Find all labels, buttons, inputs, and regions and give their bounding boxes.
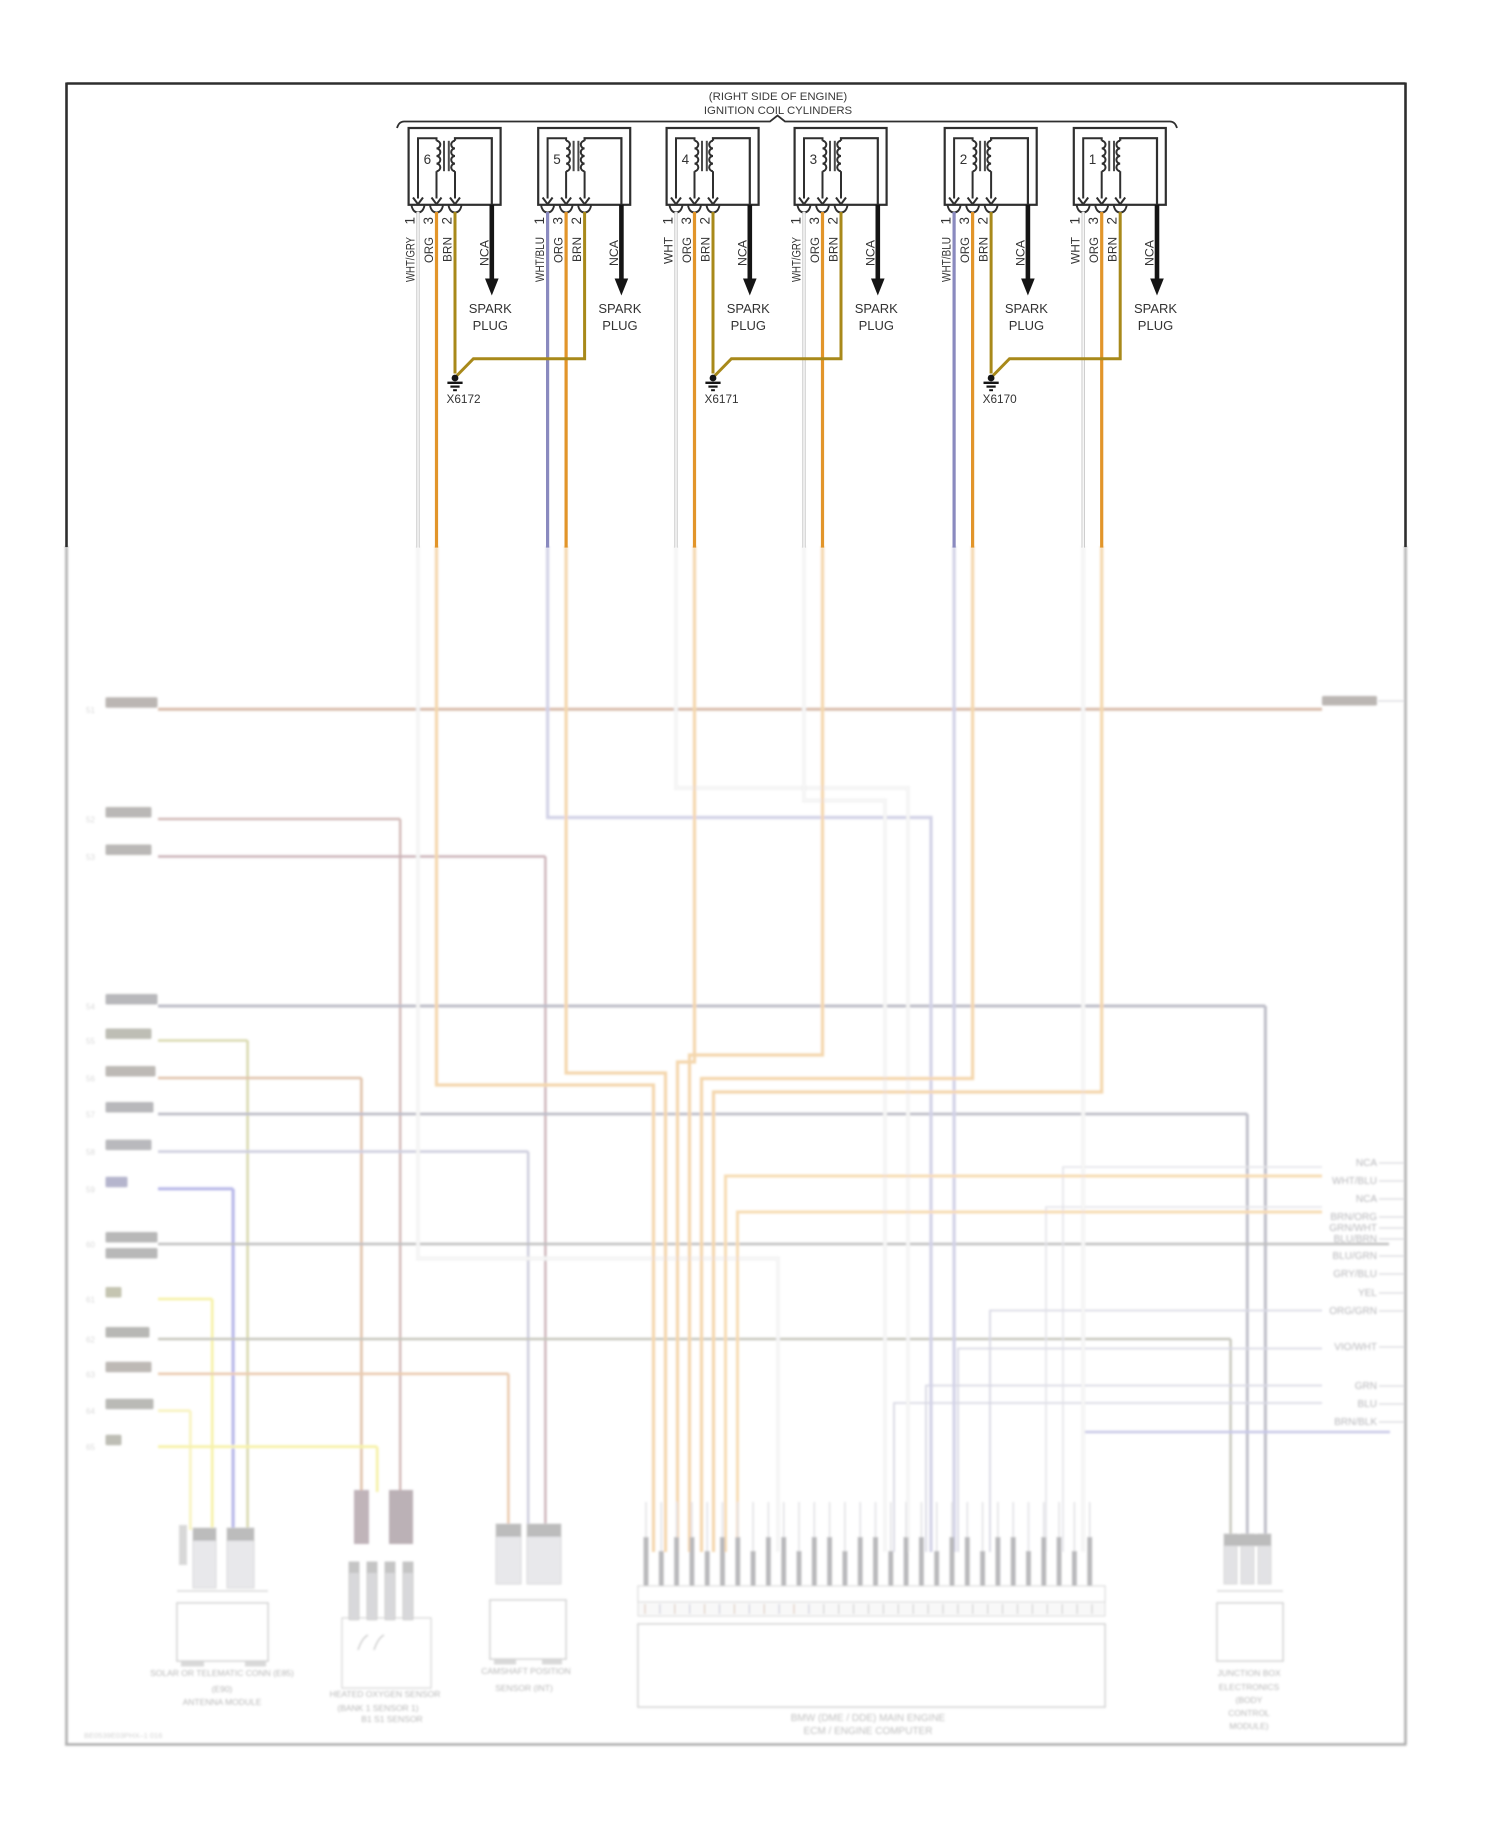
svg-text:3: 3 bbox=[679, 217, 694, 225]
svg-text:ORG: ORG bbox=[808, 237, 822, 263]
svg-text:1: 1 bbox=[661, 217, 676, 225]
svg-text:2: 2 bbox=[569, 217, 584, 225]
svg-text:3: 3 bbox=[1086, 217, 1101, 225]
svg-text:NCA: NCA bbox=[863, 239, 877, 266]
svg-text:ORG: ORG bbox=[422, 237, 436, 263]
svg-text:2: 2 bbox=[1105, 217, 1120, 225]
svg-text:NCA: NCA bbox=[1013, 239, 1027, 266]
svg-text:1: 1 bbox=[1068, 217, 1083, 225]
svg-text:NCA: NCA bbox=[735, 239, 749, 266]
svg-text:X6172: X6172 bbox=[447, 392, 481, 406]
svg-text:ORG: ORG bbox=[1087, 237, 1101, 263]
svg-text:3: 3 bbox=[421, 217, 436, 225]
svg-text:3: 3 bbox=[551, 217, 566, 225]
svg-text:NCA: NCA bbox=[1143, 239, 1157, 266]
svg-text:6: 6 bbox=[424, 152, 432, 167]
svg-text:ORG: ORG bbox=[958, 237, 972, 263]
svg-text:X6170: X6170 bbox=[983, 392, 1018, 406]
svg-text:PLUG: PLUG bbox=[1138, 318, 1173, 333]
svg-text:BRN: BRN bbox=[570, 237, 584, 262]
svg-text:2: 2 bbox=[440, 217, 455, 225]
svg-text:(RIGHT SIDE OF ENGINE): (RIGHT SIDE OF ENGINE) bbox=[709, 91, 848, 103]
svg-text:2: 2 bbox=[960, 152, 968, 167]
svg-text:WHT/GRY: WHT/GRY bbox=[404, 237, 418, 282]
svg-text:SPARK: SPARK bbox=[1134, 301, 1177, 316]
svg-text:SPARK: SPARK bbox=[855, 301, 898, 316]
svg-text:SPARK: SPARK bbox=[469, 301, 512, 316]
svg-text:X6171: X6171 bbox=[705, 392, 739, 406]
svg-text:IGNITION COIL CYLINDERS: IGNITION COIL CYLINDERS bbox=[704, 105, 853, 117]
svg-text:2: 2 bbox=[826, 217, 841, 225]
svg-text:1: 1 bbox=[939, 217, 954, 225]
svg-text:NCA: NCA bbox=[607, 239, 621, 266]
svg-text:SPARK: SPARK bbox=[1005, 301, 1048, 316]
svg-text:WHT/BLU: WHT/BLU bbox=[940, 237, 954, 282]
svg-text:1: 1 bbox=[532, 217, 547, 225]
svg-text:WHT/GRY: WHT/GRY bbox=[790, 237, 804, 282]
svg-text:4: 4 bbox=[682, 152, 690, 167]
svg-text:PLUG: PLUG bbox=[731, 318, 766, 333]
svg-text:NCA: NCA bbox=[477, 239, 491, 266]
svg-text:WHT: WHT bbox=[662, 236, 676, 264]
svg-text:WHT/BLU: WHT/BLU bbox=[533, 237, 547, 282]
svg-text:1: 1 bbox=[403, 217, 418, 225]
svg-text:PLUG: PLUG bbox=[859, 318, 894, 333]
svg-text:BRN: BRN bbox=[699, 237, 713, 262]
svg-text:SPARK: SPARK bbox=[727, 301, 770, 316]
svg-text:2: 2 bbox=[698, 217, 713, 225]
svg-text:BRN: BRN bbox=[441, 237, 455, 262]
svg-text:2: 2 bbox=[976, 217, 991, 225]
svg-text:ORG: ORG bbox=[552, 237, 566, 263]
svg-text:3: 3 bbox=[810, 152, 818, 167]
svg-text:ORG: ORG bbox=[680, 237, 694, 263]
svg-text:WHT: WHT bbox=[1069, 236, 1083, 264]
svg-text:1: 1 bbox=[1089, 152, 1097, 167]
svg-text:BRN: BRN bbox=[827, 237, 841, 262]
svg-text:3: 3 bbox=[807, 217, 822, 225]
svg-text:PLUG: PLUG bbox=[602, 318, 637, 333]
svg-text:5: 5 bbox=[553, 152, 561, 167]
svg-text:SPARK: SPARK bbox=[598, 301, 641, 316]
svg-text:3: 3 bbox=[957, 217, 972, 225]
svg-text:PLUG: PLUG bbox=[473, 318, 508, 333]
svg-text:BRN: BRN bbox=[1106, 237, 1120, 262]
svg-text:1: 1 bbox=[789, 217, 804, 225]
svg-text:PLUG: PLUG bbox=[1009, 318, 1044, 333]
svg-text:BRN: BRN bbox=[977, 237, 991, 262]
